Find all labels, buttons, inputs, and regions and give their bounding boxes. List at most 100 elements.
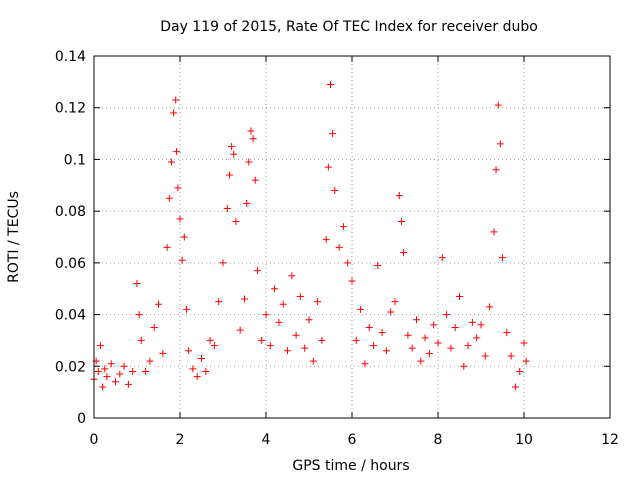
data-point [182, 305, 190, 313]
data-point [438, 254, 446, 262]
data-point [395, 192, 403, 200]
data-point [481, 352, 489, 360]
data-point [522, 357, 530, 365]
data-point [232, 217, 240, 225]
data-point [206, 336, 214, 344]
data-point [275, 318, 283, 326]
axis-ticks: 0 2 4 6 8 10 12 0 0.02 0.04 0.06 0.08 0.1 0.12 0.14 [55, 49, 619, 448]
y-tick-label: 0.06 [55, 256, 86, 272]
data-point [456, 292, 463, 300]
data-point [228, 143, 236, 150]
data-point [198, 355, 205, 363]
data-point [159, 349, 167, 357]
data-point [417, 357, 425, 365]
data-point [215, 298, 223, 306]
data-point [492, 166, 500, 174]
data-point [236, 326, 244, 334]
data-point [460, 362, 468, 370]
data-point [241, 295, 248, 303]
data-point [249, 135, 257, 143]
data-point [327, 80, 334, 88]
data-point [370, 342, 377, 350]
data-point [284, 347, 291, 355]
data-point [322, 236, 330, 244]
data-point [374, 261, 382, 269]
x-tick-label: 12 [601, 432, 619, 448]
data-point [468, 318, 476, 326]
data-point [400, 249, 408, 257]
data-point [473, 334, 481, 342]
data-point [331, 186, 339, 194]
y-tick-label: 0 [77, 411, 86, 427]
data-point [253, 267, 261, 275]
data-point [180, 233, 188, 241]
data-point [520, 339, 528, 347]
data-point [150, 324, 158, 331]
data-point [107, 360, 115, 368]
data-point [318, 336, 326, 344]
data-point [443, 311, 451, 319]
data-point [301, 344, 309, 352]
data-point [99, 383, 107, 391]
data-point [94, 367, 102, 375]
data-point [451, 324, 459, 331]
grid-lines [94, 56, 610, 418]
data-point [176, 215, 184, 223]
data-point [146, 357, 154, 365]
data-point [309, 357, 317, 365]
data-point [101, 365, 109, 373]
data-point [178, 256, 186, 264]
data-point [243, 199, 251, 207]
data-point [225, 171, 233, 179]
data-point [279, 300, 287, 308]
data-point [335, 243, 343, 251]
y-tick-label: 0.12 [55, 101, 86, 117]
data-point [167, 158, 175, 166]
data-point [258, 336, 266, 344]
x-tick-label: 10 [515, 432, 533, 448]
y-tick-label: 0.1 [64, 152, 86, 168]
y-axis-label: ROTI / TECUs [6, 191, 22, 283]
data-point [329, 130, 337, 138]
data-point [339, 223, 347, 231]
data-point [486, 303, 494, 311]
data-point [344, 259, 352, 267]
data-point [189, 365, 197, 373]
data-point [193, 373, 201, 381]
data-point [170, 109, 178, 117]
data-point [124, 380, 132, 388]
data-point [324, 163, 332, 171]
data-point [413, 316, 420, 324]
data-point [511, 383, 519, 391]
data-point [219, 259, 227, 267]
data-point [516, 367, 524, 375]
data-point [230, 150, 238, 158]
data-point [352, 336, 360, 344]
data-point [305, 316, 313, 324]
data-point [404, 331, 412, 339]
data-point [434, 339, 442, 347]
data-point [477, 321, 485, 329]
data-point [137, 336, 145, 344]
data-point [223, 205, 231, 213]
data-point [447, 344, 455, 352]
data-point [173, 148, 181, 156]
data-point [361, 360, 369, 368]
data-point [251, 176, 259, 184]
x-tick-label: 4 [262, 432, 271, 448]
data-point [387, 308, 395, 316]
y-tick-label: 0.02 [55, 359, 86, 375]
data-point [245, 158, 253, 166]
data-point [266, 342, 274, 350]
plot-frame [93, 55, 611, 419]
data-point [496, 140, 504, 148]
data-points [90, 80, 530, 391]
data-point [365, 324, 373, 331]
data-point [172, 96, 180, 104]
data-point [135, 311, 143, 319]
data-point [490, 228, 498, 236]
data-point [296, 292, 304, 300]
data-point [129, 367, 137, 375]
data-point [163, 243, 171, 251]
